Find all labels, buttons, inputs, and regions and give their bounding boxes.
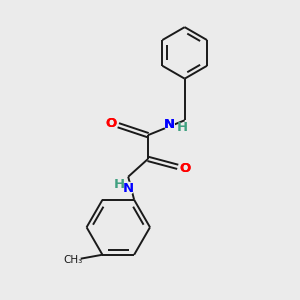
Circle shape xyxy=(66,253,80,267)
Text: O: O xyxy=(106,117,117,130)
Circle shape xyxy=(164,120,174,130)
Text: O: O xyxy=(179,162,190,175)
Text: O: O xyxy=(106,117,117,130)
Text: N: N xyxy=(164,118,175,131)
Circle shape xyxy=(106,118,116,128)
Text: N: N xyxy=(123,182,134,195)
Text: CH₃: CH₃ xyxy=(63,255,82,265)
Text: H: H xyxy=(177,121,188,134)
Text: H: H xyxy=(114,178,125,191)
Text: O: O xyxy=(179,162,190,175)
Circle shape xyxy=(122,182,134,194)
Circle shape xyxy=(180,164,190,174)
Text: N: N xyxy=(164,118,175,131)
